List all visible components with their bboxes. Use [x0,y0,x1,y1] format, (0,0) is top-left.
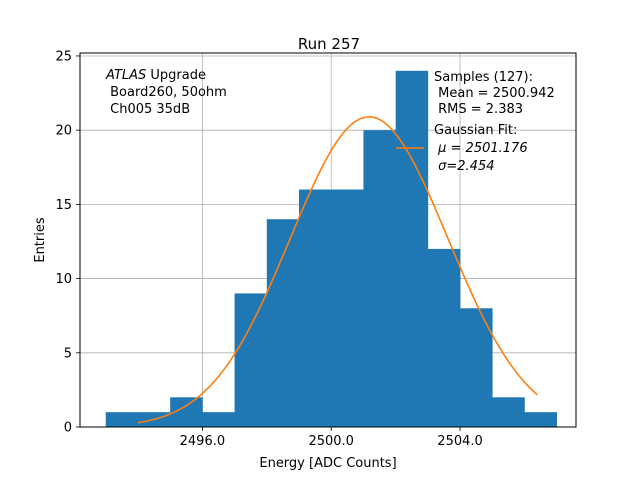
y-axis-ticks: 0 5 10 15 20 25 [55,49,80,436]
legend: Samples (127): Mean = 2500.942 RMS = 2.3… [396,70,555,174]
y-axis-label: Entries [33,217,48,263]
gaussian-fit-curve [137,116,538,424]
legend-samples-line-3: RMS = 2.383 [434,102,523,117]
histogram-bar [524,412,557,427]
legend-samples-line-2: Mean = 2500.942 [434,86,555,101]
y-tick-label: 20 [55,124,72,139]
y-tick-label: 25 [55,49,72,64]
plot-frame [79,52,577,428]
histogram-bar [331,189,364,427]
x-tick-label: 2496.0 [180,434,226,449]
histogram-bar [266,219,300,427]
histogram-bar [427,248,461,427]
histogram-bar [492,397,525,427]
atlas-suffix: Upgrade [146,68,206,83]
legend-fit-line-2: μ = 2501.176 [434,141,528,156]
atlas-annotation-line-1: ATLAS Upgrade [105,68,206,83]
y-tick-label: 10 [55,272,72,287]
legend-samples-line-1: Samples (127): [434,70,533,85]
atlas-label: ATLAS [105,68,146,83]
legend-samples-patch [396,76,424,86]
y-tick-label: 15 [55,198,72,213]
x-tick-label: 2500.0 [308,434,354,449]
y-tick-label: 0 [64,421,72,436]
x-axis-label: Energy [ADC Counts] [259,456,396,471]
histogram-bar [202,412,235,427]
histogram-bars [105,70,557,428]
histogram-bar [299,189,332,427]
histogram-bar [363,130,396,427]
x-tick-label: 2504.0 [437,434,483,449]
chart-title: Run 257 [298,35,360,53]
y-tick-label: 5 [64,346,72,361]
histogram-bar [460,308,493,427]
x-axis-ticks: 2496.0 2500.0 2504.0 [180,427,483,449]
legend-fit-line-3: σ=2.454 [434,159,494,174]
atlas-annotation: ATLAS Upgrade Board260, 50ohm Ch005 35dB [105,68,227,117]
atlas-annotation-line-2: Board260, 50ohm [106,85,227,100]
legend-fit-line-1: Gaussian Fit: [434,123,517,138]
histogram-bar [105,412,139,427]
histogram-bar [395,70,429,428]
atlas-annotation-line-3: Ch005 35dB [106,102,190,117]
histogram-bar [234,293,268,427]
